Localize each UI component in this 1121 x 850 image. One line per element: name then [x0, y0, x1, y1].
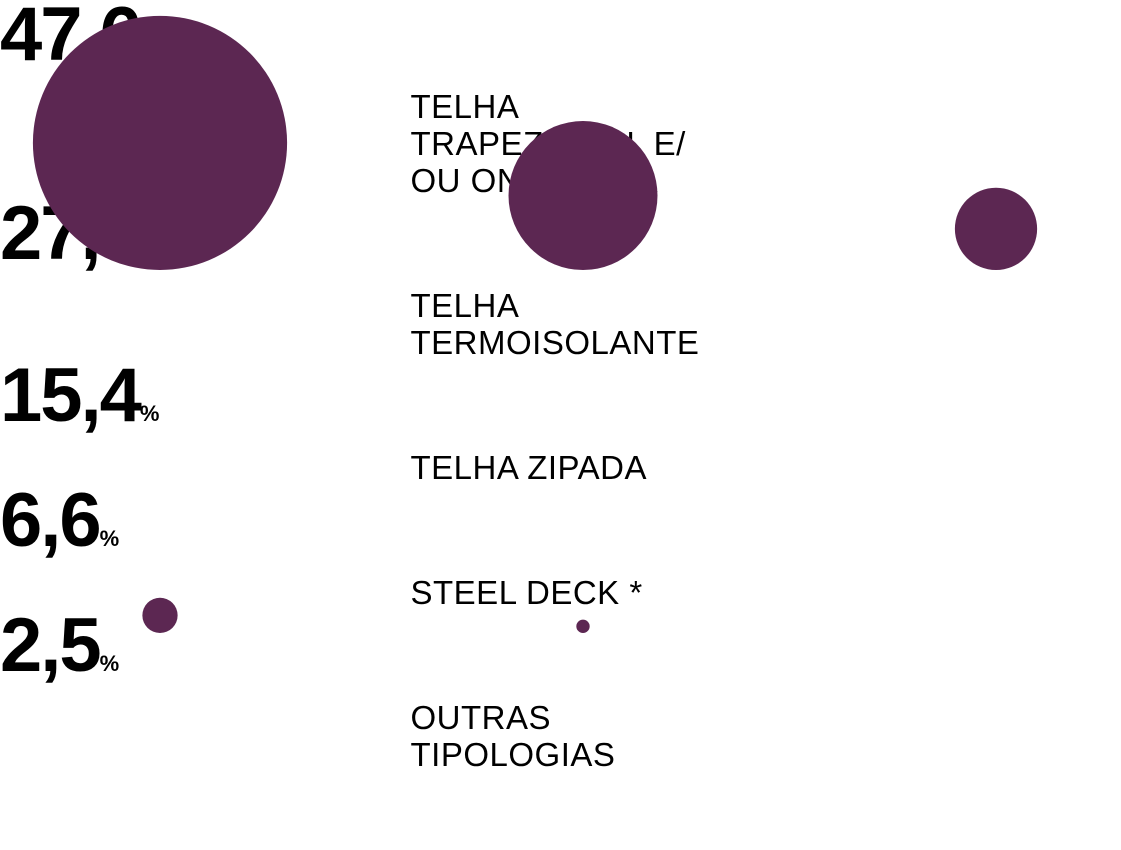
bubble	[576, 619, 590, 633]
bubble	[508, 121, 658, 270]
bubble	[142, 597, 178, 633]
value-label: 15,4	[0, 353, 142, 438]
category-label: TELHA TERMOISOLANTE	[410, 287, 700, 361]
value-label: 6,6	[0, 478, 102, 563]
value-label-row: 6,6%	[0, 483, 1121, 574]
item: 15,4% TELHA ZIPADA	[0, 358, 1121, 487]
bubble	[954, 187, 1038, 270]
item: 2,5% OUTRAS TIPOLOGIAS	[0, 608, 1121, 774]
unit: %	[139, 401, 160, 426]
value-label-row: 2,5%	[0, 608, 1121, 699]
value-label: 2,5	[0, 603, 102, 688]
item: 6,6% STEEL DECK *	[0, 483, 1121, 612]
unit: %	[99, 526, 120, 551]
bubble	[32, 15, 288, 270]
category-label: OUTRAS TIPOLOGIAS	[410, 699, 616, 773]
value-label-row: 15,4%	[0, 358, 1121, 449]
unit: %	[99, 651, 120, 676]
category-label: STEEL DECK *	[410, 574, 643, 611]
category-label: TELHA ZIPADA	[410, 449, 647, 486]
